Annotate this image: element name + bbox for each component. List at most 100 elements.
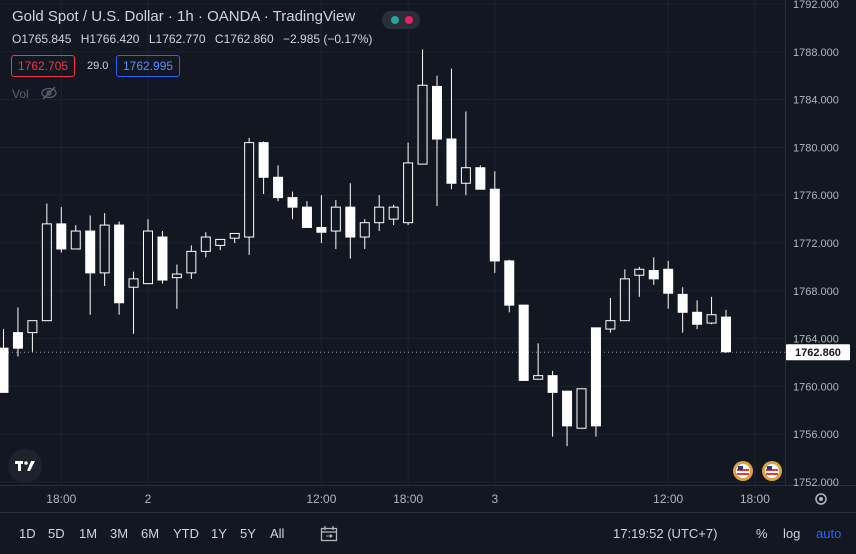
candle[interactable] xyxy=(114,221,125,315)
candle[interactable] xyxy=(27,320,38,352)
sell-button[interactable]: 1762.705 xyxy=(11,55,76,77)
candle[interactable] xyxy=(388,204,399,226)
tradingview-logo-icon[interactable] xyxy=(8,449,42,483)
candle-body-down xyxy=(721,316,731,353)
candle[interactable] xyxy=(287,191,298,220)
candle[interactable] xyxy=(374,195,385,232)
candle[interactable] xyxy=(562,390,573,447)
us-flag-event-icon[interactable] xyxy=(733,461,753,481)
auto-scale-toggle[interactable]: auto xyxy=(816,526,842,541)
candle[interactable] xyxy=(576,388,587,429)
candle-body-down xyxy=(677,293,688,313)
log-scale-toggle[interactable]: log xyxy=(783,526,801,541)
candle[interactable] xyxy=(489,171,500,273)
candle[interactable] xyxy=(200,232,211,258)
range-1m-button[interactable]: 1M xyxy=(79,526,98,541)
candle-body-up xyxy=(634,268,645,276)
candle[interactable] xyxy=(460,111,471,196)
symbol-header[interactable]: Gold Spot / U.S. Dollar · 1h · OANDA · T… xyxy=(12,8,355,26)
eye-off-icon[interactable] xyxy=(40,85,58,101)
candle[interactable] xyxy=(301,201,312,228)
market-status-indicator[interactable] xyxy=(382,11,420,29)
candle[interactable] xyxy=(99,213,110,287)
candle[interactable] xyxy=(417,49,428,165)
candle-body-down xyxy=(345,206,356,238)
time-axis[interactable]: 18:00 2 12:00 18:00 3 12:00 18:00 xyxy=(46,492,770,506)
range-1y-button[interactable]: 1Y xyxy=(211,526,227,541)
calendar-range-icon[interactable] xyxy=(320,525,338,542)
price-tick-label: 1752.000 xyxy=(793,477,839,489)
candle[interactable] xyxy=(721,309,731,353)
candle-body-down xyxy=(562,390,573,427)
candle[interactable] xyxy=(215,238,226,251)
candle[interactable] xyxy=(157,231,168,284)
gear-icon[interactable] xyxy=(815,493,827,505)
candle[interactable] xyxy=(186,245,197,279)
open-value: 1765.845 xyxy=(21,32,72,46)
price-tick-label: 1780.000 xyxy=(793,142,839,154)
candle-body-down xyxy=(0,347,9,393)
candle[interactable] xyxy=(316,195,327,243)
candle[interactable] xyxy=(504,259,515,313)
range-all-button[interactable]: All xyxy=(270,526,285,541)
candle[interactable] xyxy=(330,199,341,249)
candle-body-up xyxy=(171,273,182,279)
candle[interactable] xyxy=(475,165,486,190)
candle[interactable] xyxy=(518,304,529,381)
candle-body-down xyxy=(114,224,125,304)
candle[interactable] xyxy=(692,300,703,330)
candle[interactable] xyxy=(258,141,269,195)
candle[interactable] xyxy=(143,219,153,285)
range-5y-button[interactable]: 5Y xyxy=(240,526,256,541)
candle-body-up xyxy=(330,206,341,232)
candle[interactable] xyxy=(706,296,717,325)
last-price-label-bg xyxy=(786,344,850,361)
range-3m-button[interactable]: 3M xyxy=(110,526,129,541)
candle[interactable] xyxy=(128,271,139,334)
candle[interactable] xyxy=(244,137,255,255)
candle[interactable] xyxy=(634,266,645,297)
open-label: O xyxy=(12,32,22,46)
candle[interactable] xyxy=(345,183,356,259)
candle[interactable] xyxy=(446,68,457,190)
candle[interactable] xyxy=(0,329,9,393)
candle[interactable] xyxy=(663,260,674,309)
range-1d-button[interactable]: 1D xyxy=(19,526,36,541)
candle[interactable] xyxy=(85,215,96,315)
clock-timezone[interactable]: 17:19:52 (UTC+7) xyxy=(613,526,718,541)
candle[interactable] xyxy=(56,207,67,253)
candle[interactable] xyxy=(533,343,544,380)
candle[interactable] xyxy=(359,219,370,249)
percent-scale-toggle[interactable]: % xyxy=(756,526,768,541)
candle[interactable] xyxy=(12,307,23,357)
candle-body-up xyxy=(70,230,81,250)
candle[interactable] xyxy=(229,232,240,243)
candle[interactable] xyxy=(547,370,558,437)
range-6m-button[interactable]: 6M xyxy=(141,526,160,541)
candle-body-down xyxy=(85,230,96,274)
buy-button[interactable]: 1762.995 xyxy=(116,55,181,77)
candle[interactable] xyxy=(605,297,616,333)
candle[interactable] xyxy=(619,269,630,322)
candle[interactable] xyxy=(70,225,81,250)
range-ytd-button[interactable]: YTD xyxy=(173,526,199,541)
candle-body-up xyxy=(27,320,38,334)
candle[interactable] xyxy=(432,75,442,206)
candle[interactable] xyxy=(590,327,601,437)
price-tick-label: 1764.000 xyxy=(793,334,839,346)
candle[interactable] xyxy=(171,264,182,309)
market-open-dot-icon xyxy=(391,16,399,24)
range-5d-button[interactable]: 5D xyxy=(48,526,65,541)
price-axis[interactable]: 1792.000 1788.000 1784.000 1780.000 1776.000… xyxy=(793,0,839,489)
candle[interactable] xyxy=(273,165,284,202)
volume-label[interactable]: Vol xyxy=(12,87,29,101)
time-tick-label: 18:00 xyxy=(46,492,76,506)
candle-body-up xyxy=(244,142,255,238)
us-flag-event-icon[interactable] xyxy=(762,461,782,481)
candle[interactable] xyxy=(403,142,414,226)
candle[interactable] xyxy=(677,287,688,333)
candle-body-up xyxy=(143,230,153,285)
candle[interactable] xyxy=(648,257,659,285)
candle[interactable] xyxy=(41,203,52,322)
